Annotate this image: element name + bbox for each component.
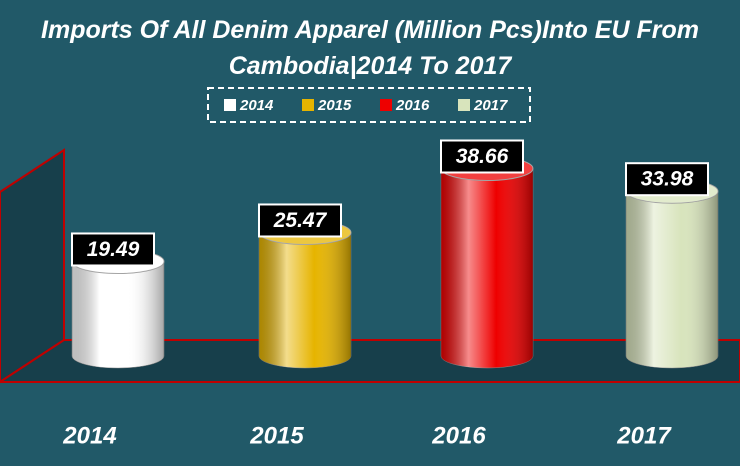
value-label: 19.49 xyxy=(87,238,140,261)
legend-swatch xyxy=(302,99,314,111)
value-label-box xyxy=(258,203,342,238)
bar-shade xyxy=(259,232,351,368)
value-label-box xyxy=(440,139,524,174)
x-tick-label: 2017 xyxy=(616,422,672,449)
value-label-box xyxy=(625,162,709,197)
legend-swatch xyxy=(458,99,470,111)
value-label: 25.47 xyxy=(273,209,328,232)
x-tick-label: 2016 xyxy=(431,422,486,449)
value-label: 33.98 xyxy=(641,168,694,191)
legend-swatch xyxy=(224,99,236,111)
x-tick-label: 2015 xyxy=(249,422,304,449)
legend-label: 2015 xyxy=(317,97,352,114)
value-label-box xyxy=(71,232,155,267)
legend-swatch xyxy=(380,99,392,111)
legend-label: 2016 xyxy=(395,97,430,114)
legend-box xyxy=(207,87,531,123)
bar-shade xyxy=(72,261,164,368)
chart-title: Imports Of All Denim Apparel (Million Pc… xyxy=(41,16,699,80)
bar-shade xyxy=(626,191,718,368)
legend-label: 2017 xyxy=(473,97,508,114)
legend-label: 2014 xyxy=(239,97,274,114)
x-tick-label: 2014 xyxy=(62,422,116,449)
value-label: 38.66 xyxy=(456,145,509,168)
bar-shade xyxy=(441,168,533,368)
